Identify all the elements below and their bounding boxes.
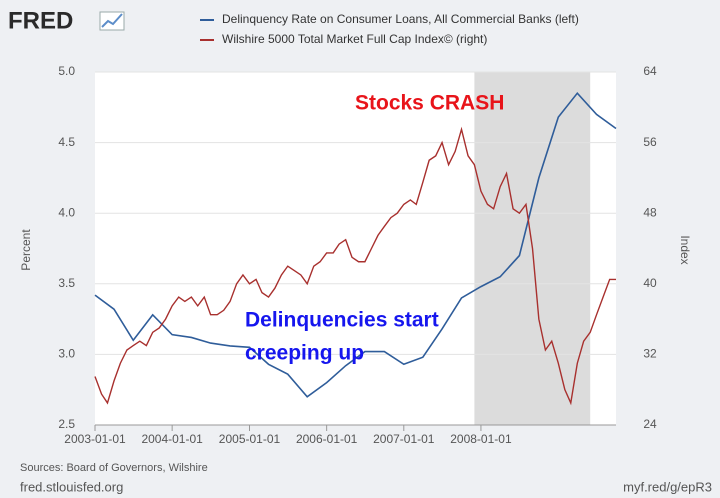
legend-label: Wilshire 5000 Total Market Full Cap Inde…	[222, 32, 487, 46]
y-axis-label: Percent	[19, 229, 33, 271]
y-tick-label: 4.5	[58, 135, 75, 149]
sources: Sources: Board of Governors, Wilshire	[20, 462, 208, 474]
y2-tick-label: 64	[643, 64, 657, 78]
y-tick-label: 5.0	[58, 64, 75, 78]
logo: FRED	[8, 7, 73, 34]
x-tick-label: 2005-01-01	[219, 432, 281, 446]
x-tick-label: 2003-01-01	[64, 432, 126, 446]
series-line	[94, 91, 617, 398]
legend-label: Delinquency Rate on Consumer Loans, All …	[222, 12, 579, 26]
annotation: creeping up	[245, 342, 364, 365]
x-tick-label: 2007-01-01	[373, 432, 435, 446]
annotation: Stocks CRASH	[355, 92, 504, 115]
x-tick-label: 2004-01-01	[141, 432, 203, 446]
short-link[interactable]: myf.red/g/epR3	[623, 479, 712, 494]
annotation: Delinquencies start	[245, 309, 439, 332]
y2-tick-label: 40	[643, 276, 657, 290]
y2-tick-label: 32	[643, 347, 657, 361]
logo-line	[101, 13, 123, 28]
y-tick-label: 3.0	[58, 347, 75, 361]
site: fred.stlouisfed.org	[20, 479, 123, 494]
y-tick-label: 4.0	[58, 205, 75, 219]
y2-tick-label: 48	[643, 205, 657, 219]
x-tick-label: 2008-01-01	[450, 432, 512, 446]
y2-tick-label: 56	[643, 135, 657, 149]
plot-layer	[94, 71, 617, 426]
y-tick-label: 2.5	[58, 417, 75, 431]
y-tick-label: 3.5	[58, 276, 75, 290]
series-line	[94, 126, 616, 406]
logo-frame	[99, 11, 125, 31]
y2-axis-label: Index	[678, 235, 692, 264]
x-tick-label: 2006-01-01	[296, 432, 358, 446]
y2-tick-label: 24	[643, 417, 657, 431]
logo-icon	[99, 11, 125, 31]
